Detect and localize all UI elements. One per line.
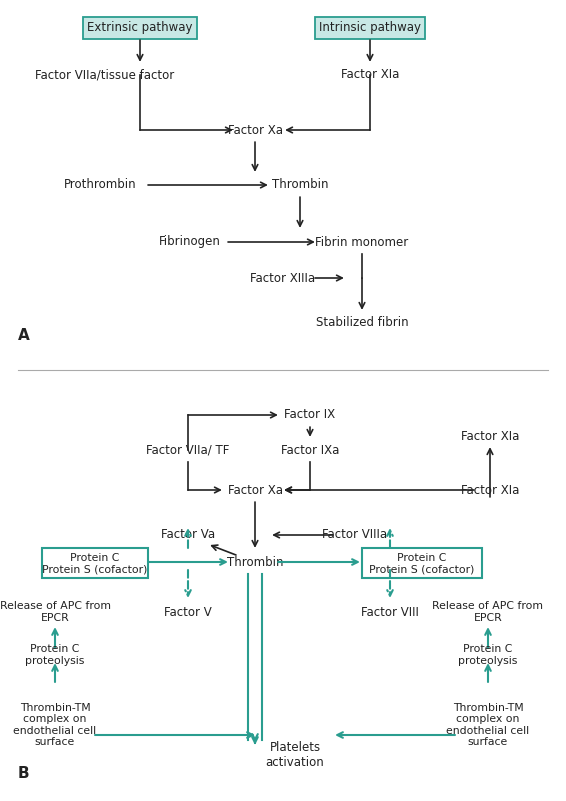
Text: Release of APC from
EPCR: Release of APC from EPCR	[0, 602, 110, 623]
Text: Stabilized fibrin: Stabilized fibrin	[316, 316, 408, 329]
Text: Factor XIa: Factor XIa	[341, 69, 399, 82]
Text: Factor VIIa/tissue factor: Factor VIIa/tissue factor	[35, 69, 175, 82]
Text: Intrinsic pathway: Intrinsic pathway	[319, 22, 421, 34]
Text: Extrinsic pathway: Extrinsic pathway	[87, 22, 193, 34]
Text: Platelets
activation: Platelets activation	[265, 741, 324, 769]
Text: Factor Xa: Factor Xa	[228, 484, 282, 497]
Text: Thrombin-TM
complex on
endothelial cell
surface: Thrombin-TM complex on endothelial cell …	[14, 702, 97, 747]
Text: Factor VIII: Factor VIII	[361, 606, 419, 618]
Text: Protein S (cofactor): Protein S (cofactor)	[42, 565, 148, 575]
Text: Factor Xa: Factor Xa	[228, 123, 282, 136]
FancyBboxPatch shape	[362, 548, 482, 578]
Text: Factor V: Factor V	[164, 606, 212, 618]
Text: Protein C
proteolysis: Protein C proteolysis	[458, 644, 518, 666]
Text: Factor XIa: Factor XIa	[461, 484, 519, 497]
FancyBboxPatch shape	[42, 548, 148, 578]
Text: Factor IX: Factor IX	[285, 409, 336, 421]
Text: Factor Va: Factor Va	[161, 529, 215, 541]
Text: B: B	[18, 766, 29, 780]
Text: Thrombin: Thrombin	[227, 556, 283, 569]
Text: Protein C: Protein C	[70, 553, 119, 563]
Text: Protein C: Protein C	[397, 553, 447, 563]
Text: Factor XIa: Factor XIa	[461, 430, 519, 444]
Text: Factor IXa: Factor IXa	[281, 444, 339, 457]
Text: Prothrombin: Prothrombin	[64, 179, 136, 191]
Text: Protein C
proteolysis: Protein C proteolysis	[25, 644, 85, 666]
Text: A: A	[18, 328, 30, 343]
Text: Factor XIIIa: Factor XIIIa	[250, 272, 316, 284]
Text: Factor VIIIa: Factor VIIIa	[323, 529, 388, 541]
Text: Thrombin: Thrombin	[272, 179, 328, 191]
Text: Fibrinogen: Fibrinogen	[159, 235, 221, 248]
Text: Fibrin monomer: Fibrin monomer	[315, 235, 409, 248]
Text: Factor VIIa/ TF: Factor VIIa/ TF	[147, 444, 230, 457]
Text: Thrombin-TM
complex on
endothelial cell
surface: Thrombin-TM complex on endothelial cell …	[447, 702, 530, 747]
Text: Release of APC from
EPCR: Release of APC from EPCR	[432, 602, 543, 623]
Text: Protein S (cofactor): Protein S (cofactor)	[369, 565, 475, 575]
